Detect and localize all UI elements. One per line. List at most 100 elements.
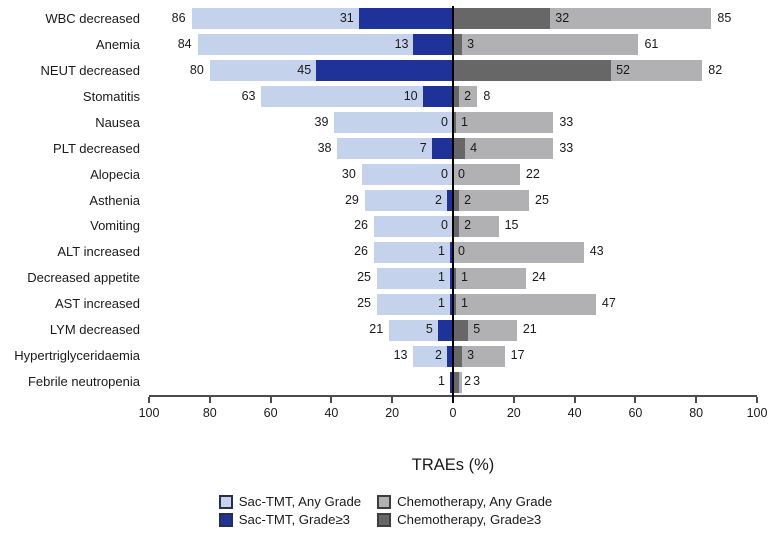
value-label-chemo-g3: 2 <box>464 88 472 103</box>
bar-chemo-any-grade <box>453 319 517 341</box>
x-axis-tick <box>208 397 211 403</box>
legend-item: Sac-TMT, Grade≥3 <box>218 512 361 527</box>
chart-row: Febrile neutropenia 1 2 3 <box>28 369 757 395</box>
chart-row: PLT decreased 38 7 4 33 <box>53 136 757 162</box>
bar-sac-any-grade <box>361 164 453 186</box>
value-label-chemo-any: 3 <box>473 374 481 389</box>
category-label: Vomiting <box>90 218 140 234</box>
bar-sac-any-grade <box>389 319 453 341</box>
category-label: Hypertriglyceridaemia <box>14 348 140 364</box>
x-axis-tick-label: 20 <box>506 406 521 420</box>
value-label-sac-g3: 10 <box>403 88 418 103</box>
x-axis-tick <box>330 397 333 403</box>
bar-sac-grade3 <box>449 371 453 393</box>
bar-sac-grade3 <box>422 86 453 108</box>
bar-sac-grade3 <box>437 319 453 341</box>
value-label-sac-any: 63 <box>241 88 256 103</box>
chart-row: AST increased 25 1 1 47 <box>55 291 757 317</box>
bar-chemo-grade3 <box>453 86 460 108</box>
bar-sac-any-grade <box>197 34 453 56</box>
legend: Sac-TMT, Any Grade Chemotherapy, Any Grad… <box>0 494 771 527</box>
x-axis-tick <box>634 397 637 403</box>
bar-chemo-grade3 <box>453 267 457 289</box>
chart-row: Vomiting 26 0 2 15 <box>90 213 757 239</box>
bar-chemo-grade3 <box>453 60 612 82</box>
category-label: Nausea <box>95 114 140 130</box>
value-label-sac-any: 80 <box>189 62 204 77</box>
x-axis-tick-label: 60 <box>628 406 643 420</box>
x-axis-tick-label: 80 <box>689 406 704 420</box>
bar-chemo-any-grade <box>453 112 554 134</box>
x-axis-tick-label: 0 <box>449 406 457 420</box>
chart-row: WBC decreased 86 31 32 85 <box>45 6 757 32</box>
value-label-sac-any: 30 <box>341 166 356 181</box>
value-label-sac-g3: 2 <box>434 192 442 207</box>
bar-chemo-grade3 <box>453 293 457 315</box>
value-label-chemo-g3: 1 <box>461 296 468 311</box>
category-label: Anemia <box>95 36 140 52</box>
value-label-chemo-any: 43 <box>589 244 604 259</box>
value-label-sac-g3: 0 <box>441 218 448 233</box>
category-label: Decreased appetite <box>27 270 140 286</box>
bar-sac-grade3 <box>413 34 453 56</box>
value-label-chemo-any: 22 <box>525 166 540 181</box>
value-label-sac-any: 13 <box>393 348 408 363</box>
bar-sac-any-grade <box>334 112 453 134</box>
bar-chemo-any-grade <box>453 241 584 263</box>
value-label-sac-any: 29 <box>344 192 359 207</box>
value-label-chemo-g3: 5 <box>473 322 481 337</box>
legend-label: Chemotherapy, Grade≥3 <box>397 512 542 527</box>
x-axis-tick <box>148 397 150 403</box>
value-label-chemo-g3: 2 <box>464 192 472 207</box>
value-label-chemo-any: 82 <box>708 62 723 77</box>
bar-chemo-any-grade <box>453 215 499 237</box>
bar-chemo-grade3 <box>453 345 463 367</box>
value-label-chemo-any: 24 <box>531 270 546 285</box>
value-label-chemo-g3: 2 <box>464 218 472 233</box>
category-label: Stomatitis <box>82 88 140 104</box>
chart-row: Anemia 84 13 3 61 <box>96 32 757 58</box>
bar-chemo-any-grade <box>453 267 526 289</box>
value-label-chemo-g3: 1 <box>461 270 468 285</box>
x-axis-tick-label: 80 <box>202 406 217 420</box>
value-label-chemo-g3: 0 <box>458 166 465 181</box>
value-label-sac-g3: 5 <box>425 322 433 337</box>
value-label-sac-any: 38 <box>317 140 332 155</box>
legend-item: Chemotherapy, Any Grade <box>377 494 552 509</box>
bar-sac-grade3 <box>316 60 453 82</box>
chart-row: Nausea 39 0 1 33 <box>95 110 757 136</box>
bar-sac-any-grade <box>337 138 453 160</box>
x-axis-tick-label: 60 <box>263 406 278 420</box>
value-label-sac-any: 25 <box>357 296 371 311</box>
x-axis-tick-label: 100 <box>138 406 160 420</box>
value-label-chemo-any: 33 <box>559 140 574 155</box>
bar-chemo-any-grade <box>453 138 554 160</box>
value-label-chemo-g3: 1 <box>461 114 468 129</box>
value-label-chemo-g3: 2 <box>464 374 472 389</box>
bar-sac-any-grade <box>377 267 453 289</box>
value-label-sac-g3: 0 <box>441 166 448 181</box>
legend-label: Chemotherapy, Any Grade <box>397 494 553 509</box>
bar-sac-grade3 <box>449 267 453 289</box>
category-label: AST increased <box>54 296 140 312</box>
bar-chemo-any-grade <box>453 345 505 367</box>
value-label-sac-g3: 31 <box>339 11 354 25</box>
plot-area: WBC decreased 86 31 32 85 Anemia 84 13 3 61 NEUT d… <box>14 6 757 395</box>
x-axis-tick <box>756 397 758 403</box>
x-axis-tick <box>695 397 698 403</box>
category-label: PLT decreased <box>53 140 140 156</box>
bar-chemo-grade3 <box>453 371 460 393</box>
value-label-chemo-any: 15 <box>504 218 519 233</box>
bar-sac-grade3 <box>449 293 453 315</box>
bar-sac-grade3 <box>431 138 453 160</box>
chart-row: Alopecia 30 0 0 22 <box>90 162 757 188</box>
x-axis-tick-label: 40 <box>567 406 582 420</box>
bar-sac-grade3 <box>446 345 453 367</box>
category-label: Alopecia <box>90 166 140 182</box>
value-label-chemo-g3: 4 <box>470 140 478 155</box>
category-label: Febrile neutropenia <box>27 374 140 390</box>
legend-swatch <box>218 494 233 509</box>
bar-sac-any-grade <box>261 86 453 108</box>
chart-row: Hypertriglyceridaemia 13 2 3 17 <box>14 343 757 369</box>
